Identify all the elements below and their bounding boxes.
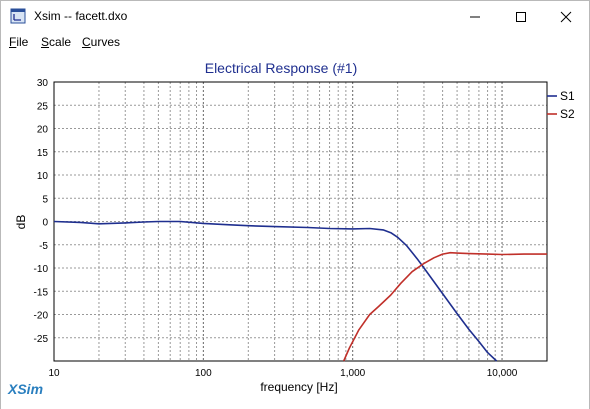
xsim-app-icon [10, 8, 26, 24]
close-button[interactable] [543, 1, 589, 32]
series-line-s1 [53, 220, 498, 362]
xsim-logo: XSim [8, 381, 44, 397]
menu-curves[interactable]: Curves [82, 35, 120, 49]
x-tick-label: 100 [195, 368, 212, 379]
minimize-icon [470, 16, 480, 17]
y-tick-label: -15 [34, 287, 49, 298]
y-tick-label: 10 [37, 171, 49, 182]
legend-label-s1: S1 [560, 89, 575, 103]
chart-curves [53, 220, 547, 362]
chart-grid [54, 82, 547, 361]
legend-label-s2: S2 [560, 107, 575, 121]
menu-file-mnemonic: F [9, 35, 17, 49]
menu-scale-mnemonic: S [41, 35, 50, 49]
close-icon [560, 11, 572, 22]
x-tick-label: 1,000 [340, 368, 365, 379]
x-axis-label: frequency [Hz] [260, 380, 337, 394]
y-tick-label: 15 [37, 148, 49, 159]
menu-file[interactable]: File [9, 35, 28, 49]
minimize-button[interactable] [452, 1, 498, 32]
maximize-button[interactable] [498, 1, 544, 32]
menu-curves-mnemonic: C [82, 35, 91, 49]
menu-file-label: ile [16, 35, 29, 49]
maximize-icon [516, 11, 526, 22]
y-tick-labels: 30 25 20 15 10 5 0 -5 -10 -15 -20 -25 [34, 78, 49, 345]
y-tick-label: 0 [42, 218, 48, 229]
y-tick-label: -5 [39, 241, 48, 252]
menu-curves-label: urves [90, 35, 121, 49]
title-bar[interactable]: Xsim -- facett.dxo [1, 1, 589, 32]
x-tick-label: 10 [48, 368, 60, 379]
y-tick-label: -10 [34, 264, 49, 275]
y-tick-label: 20 [37, 125, 49, 136]
y-tick-label: 25 [37, 101, 49, 112]
window-title: Xsim -- facett.dxo [34, 9, 128, 23]
x-tick-labels: 10 100 1,000 10,000 [48, 368, 517, 379]
menu-bar: File Scale Curves [1, 32, 589, 52]
y-tick-label: 30 [37, 78, 49, 89]
series-line-s2 [342, 251, 547, 362]
menu-scale-label: cale [49, 35, 72, 49]
y-tick-label: -25 [34, 334, 49, 345]
y-tick-label: 5 [42, 194, 48, 205]
x-tick-label: 10,000 [487, 368, 518, 379]
chart-title: Electrical Response (#1) [205, 60, 358, 76]
menu-scale[interactable]: Scale [41, 35, 71, 49]
y-tick-label: -20 [34, 311, 49, 322]
y-axis-label: dB [14, 215, 28, 230]
